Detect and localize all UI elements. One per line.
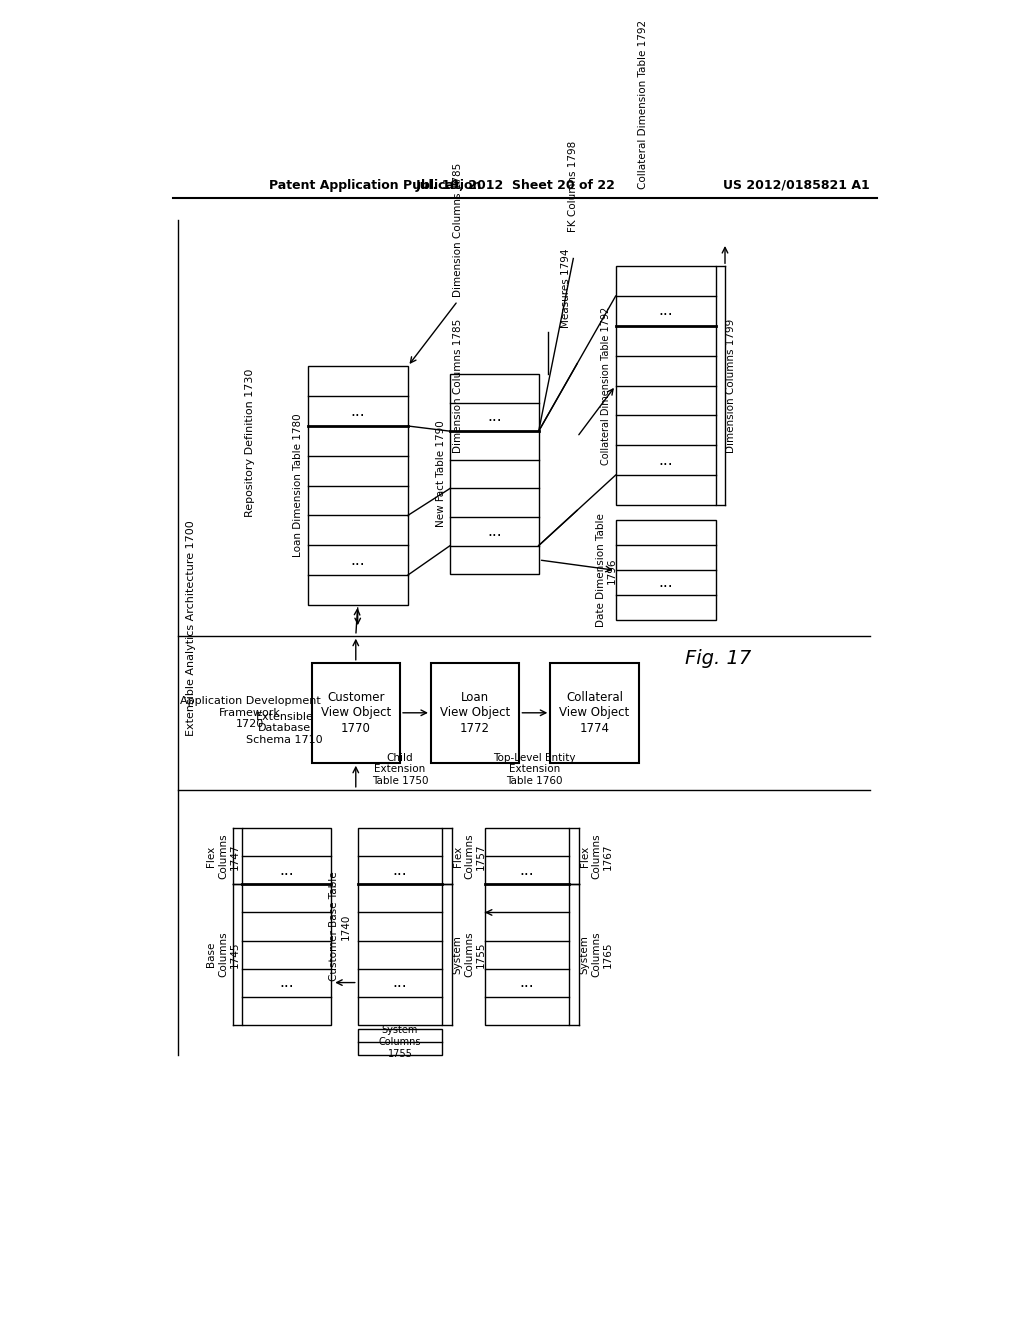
Bar — [451, 374, 539, 574]
Text: Dimension Columns 1785: Dimension Columns 1785 — [453, 162, 463, 297]
Bar — [550, 663, 639, 763]
Text: Flex
Columns
1767: Flex Columns 1767 — [580, 833, 613, 879]
Text: Loan Dimension Table 1780: Loan Dimension Table 1780 — [294, 414, 303, 557]
Text: ...: ... — [350, 553, 365, 568]
Text: Patent Application Publication: Patent Application Publication — [269, 178, 481, 191]
Text: Base
Columns
1745: Base Columns 1745 — [207, 932, 240, 977]
Text: Date Dimension Table
1796: Date Dimension Table 1796 — [596, 513, 617, 627]
Bar — [243, 829, 331, 1024]
Text: Collateral Dimension Table 1792: Collateral Dimension Table 1792 — [601, 306, 611, 465]
Bar — [615, 520, 716, 620]
Text: Jul. 19, 2012  Sheet 20 of 22: Jul. 19, 2012 Sheet 20 of 22 — [416, 178, 615, 191]
Text: 1774: 1774 — [580, 722, 609, 735]
Text: New Fact Table 1790: New Fact Table 1790 — [436, 421, 445, 528]
Text: View Object: View Object — [321, 706, 391, 719]
Text: System
Columns
1765: System Columns 1765 — [580, 932, 613, 977]
Text: ...: ... — [658, 576, 673, 590]
Text: Loan: Loan — [461, 690, 489, 704]
Text: Collateral Dimension Table 1792: Collateral Dimension Table 1792 — [638, 20, 647, 189]
Text: ...: ... — [658, 304, 673, 318]
Bar — [484, 829, 569, 1024]
Text: Extensible Analytics Architecture 1700: Extensible Analytics Architecture 1700 — [186, 520, 196, 737]
Bar — [357, 1028, 442, 1056]
Text: 1772: 1772 — [460, 722, 490, 735]
Text: ...: ... — [350, 404, 365, 418]
Text: System
Columns
1755: System Columns 1755 — [453, 932, 486, 977]
Text: Flex
Columns
1757: Flex Columns 1757 — [453, 833, 486, 879]
Text: US 2012/0185821 A1: US 2012/0185821 A1 — [723, 178, 869, 191]
Text: Repository Definition 1730: Repository Definition 1730 — [245, 370, 255, 517]
Text: ...: ... — [393, 975, 408, 990]
Text: 1770: 1770 — [341, 722, 371, 735]
Bar — [615, 267, 716, 506]
Text: ...: ... — [280, 975, 294, 990]
Text: ...: ... — [658, 453, 673, 467]
Text: View Object: View Object — [559, 706, 630, 719]
Bar — [307, 367, 408, 605]
Text: ...: ... — [520, 975, 535, 990]
Text: Dimension Columns 1799: Dimension Columns 1799 — [726, 318, 736, 453]
Text: FK Columns 1798: FK Columns 1798 — [568, 140, 579, 231]
Text: Extensible
Database
Schema 1710: Extensible Database Schema 1710 — [246, 711, 323, 744]
Text: Fig. 17: Fig. 17 — [685, 649, 752, 668]
Text: ...: ... — [280, 863, 294, 878]
Text: Customer Base Table
1740: Customer Base Table 1740 — [329, 871, 351, 981]
Text: Customer: Customer — [327, 690, 385, 704]
Text: Measures 1794: Measures 1794 — [560, 248, 570, 327]
Text: View Object: View Object — [440, 706, 510, 719]
Bar — [431, 663, 519, 763]
Text: Dimension Columns 1785: Dimension Columns 1785 — [453, 318, 463, 453]
Bar — [357, 829, 442, 1024]
Text: ...: ... — [520, 863, 535, 878]
Text: Child
Extension
Table 1750: Child Extension Table 1750 — [372, 752, 428, 785]
Text: ...: ... — [487, 409, 502, 425]
Text: System
Columns
1755: System Columns 1755 — [379, 1026, 421, 1059]
Text: Top-Level Entity
Extension
Table 1760: Top-Level Entity Extension Table 1760 — [494, 752, 577, 785]
Text: Collateral: Collateral — [566, 690, 623, 704]
Bar — [311, 663, 400, 763]
Text: Flex
Columns
1747: Flex Columns 1747 — [207, 833, 240, 879]
Text: Application Development
Framework
1720: Application Development Framework 1720 — [179, 696, 321, 730]
Text: ...: ... — [393, 863, 408, 878]
Text: ...: ... — [487, 524, 502, 539]
